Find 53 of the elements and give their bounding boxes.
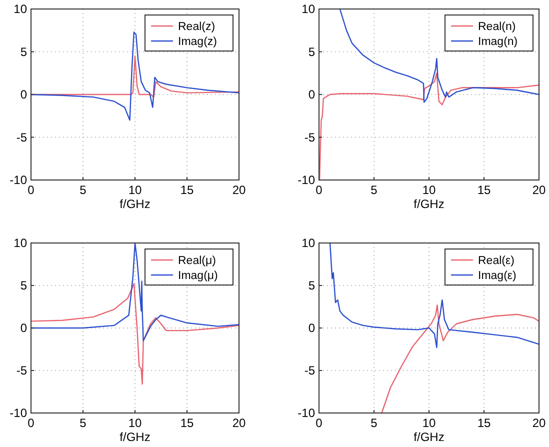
y-tick-label: 5	[308, 44, 316, 59]
legend-label: Real(n)	[478, 21, 516, 33]
y-tick-label: 0	[308, 321, 316, 335]
y-tick-label: 5	[308, 278, 316, 292]
line-series	[381, 304, 540, 414]
y-tick-label: 0	[20, 88, 28, 102]
line-series	[339, 8, 540, 103]
y-tick-label: 10	[302, 2, 316, 16]
x-tick-label: 5	[370, 416, 378, 430]
y-tick-label: -5	[16, 130, 28, 144]
x-tick-label: 10	[128, 416, 142, 430]
legend-label: Imag(n)	[478, 36, 518, 48]
legend-label: Real(z)	[178, 21, 216, 33]
y-tick-label: 0	[308, 88, 316, 102]
y-tick-label: -10	[298, 406, 316, 420]
y-tick-label: 10	[14, 236, 28, 250]
x-tick-label: 5	[80, 416, 87, 430]
x-tick-label: 20	[232, 183, 246, 197]
line-series	[318, 72, 540, 181]
x-axis-title: f/GHz	[414, 430, 444, 444]
y-tick-label: 0	[20, 321, 28, 335]
x-tick-label: 20	[532, 183, 546, 197]
y-tick-label: -10	[10, 173, 28, 187]
x-tick-label: 15	[180, 416, 194, 430]
x-tick-label: 15	[477, 183, 491, 197]
x-tick-label: 15	[180, 183, 194, 197]
x-tick-label: 5	[370, 183, 378, 197]
x-tick-label: 10	[128, 183, 142, 197]
line-series	[30, 283, 240, 385]
y-tick-label: -5	[304, 364, 316, 378]
x-tick-label: 10	[422, 183, 436, 197]
legend-label: Real(μ)	[178, 255, 216, 267]
y-tick-label: -5	[304, 130, 316, 144]
y-tick-label: 5	[20, 44, 28, 59]
line-series	[329, 242, 540, 348]
y-tick-label: 10	[14, 2, 28, 16]
x-tick-label: 5	[80, 183, 87, 197]
y-tick-label: 5	[20, 278, 28, 292]
legend-label: Imag(ε)	[478, 270, 517, 282]
y-tick-label: 10	[302, 236, 316, 250]
legend-label: Imag(μ)	[178, 270, 218, 282]
x-axis-title: f/GHz	[120, 430, 150, 444]
x-tick-label: 20	[532, 416, 546, 430]
legend-label: Imag(z)	[178, 36, 218, 48]
x-axis-title: f/GHz	[120, 197, 150, 211]
x-tick-label: 10	[422, 416, 436, 430]
x-axis-title: f/GHz	[414, 197, 444, 211]
x-tick-label: 15	[477, 416, 491, 430]
y-tick-label: -10	[10, 406, 28, 420]
y-tick-label: -10	[298, 173, 316, 187]
x-tick-label: 20	[232, 416, 246, 430]
legend-label: Real(ε)	[478, 255, 515, 267]
y-tick-label: -5	[16, 364, 28, 378]
